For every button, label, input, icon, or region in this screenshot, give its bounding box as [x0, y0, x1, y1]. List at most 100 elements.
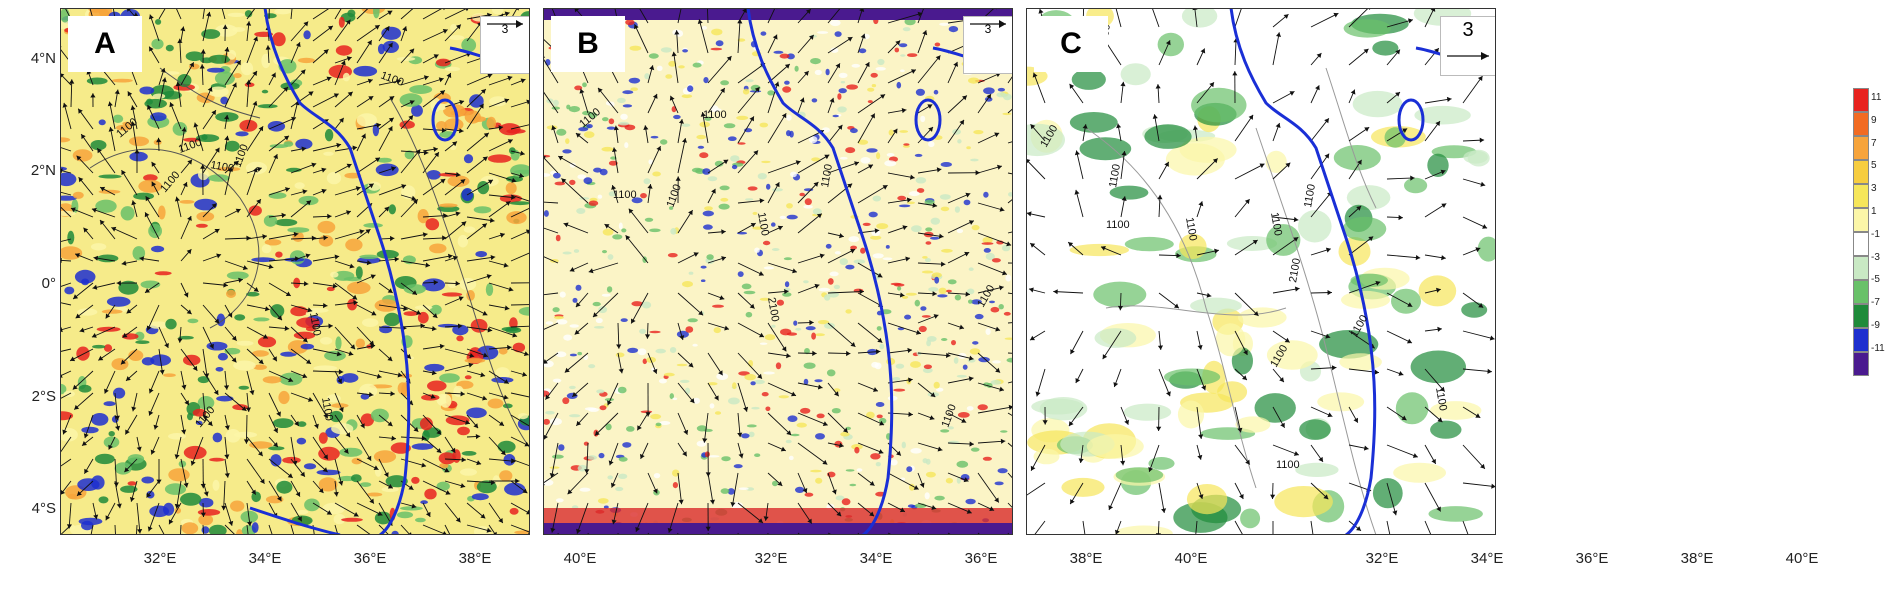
wind-arrowhead [283, 87, 288, 92]
wind-arrowhead [126, 376, 131, 381]
wind-arrow [1007, 472, 1013, 480]
shade-blob [652, 171, 661, 177]
wind-arrowhead [93, 514, 99, 520]
shade-blob [868, 211, 878, 218]
shade-blob [660, 47, 672, 53]
shade-blob [761, 392, 769, 397]
wind-arrowhead [1489, 335, 1495, 341]
shade-blob [830, 47, 839, 53]
shade-blob [736, 115, 749, 120]
shade-blob [227, 12, 245, 17]
wind-arrowhead [401, 184, 407, 189]
shade-blob [297, 57, 315, 64]
wind-arrow [114, 524, 116, 535]
wind-arrowhead [608, 460, 614, 466]
wind-arrowhead [959, 324, 964, 330]
wind-arrowhead [1475, 247, 1481, 253]
wind-arrow [887, 69, 917, 84]
lon-label: 36°E [353, 550, 387, 567]
shade-blob [650, 135, 659, 139]
shade-blob [230, 500, 245, 512]
wind-arrow [1272, 287, 1300, 294]
wind-arrow [1462, 330, 1495, 340]
wind-arrowhead [159, 369, 165, 375]
shade-blob [1461, 302, 1488, 318]
colorbar-cell [1853, 208, 1869, 232]
shade-blob [968, 267, 974, 272]
shade-blob [324, 128, 334, 142]
wind-arrowhead [968, 376, 974, 382]
wind-arrowhead [649, 65, 655, 71]
shade-blob [272, 32, 286, 47]
wind-arrowhead [78, 177, 84, 183]
shade-blob [703, 77, 709, 84]
wind-arrowhead [906, 197, 912, 203]
wind-arrow [588, 262, 619, 273]
shade-blob [699, 152, 709, 159]
shade-blob [835, 495, 845, 501]
wind-arrowhead [105, 313, 111, 319]
wind-arrowhead [1259, 163, 1265, 169]
wind-arrow [1462, 216, 1488, 229]
shade-blob [333, 513, 346, 525]
wind-arrowhead [1363, 48, 1369, 54]
wind-arrowhead [754, 87, 760, 92]
shade-blob [915, 88, 925, 96]
shade-blob [670, 228, 677, 235]
wind-arrowhead [271, 72, 276, 78]
wind-arrowhead [917, 11, 923, 17]
shade-blob [565, 138, 570, 145]
wind-arrow [334, 502, 359, 517]
shade-blob [753, 379, 765, 385]
shade-blob [930, 217, 940, 225]
wind-arrowhead [1070, 349, 1075, 355]
wind-arrow [356, 24, 380, 42]
wind-arrowhead [860, 33, 866, 39]
shade-blob [593, 167, 602, 173]
wind-arrowhead [1214, 248, 1219, 254]
shade-blob [1333, 145, 1381, 171]
wind-arrowhead [251, 489, 256, 495]
shade-blob [752, 211, 758, 215]
wind-arrowhead [190, 460, 196, 466]
wind-arrow [1272, 32, 1280, 66]
wind-arrowhead [618, 368, 624, 374]
shade-blob [249, 441, 273, 449]
wind-arrowhead [1030, 335, 1035, 341]
wind-arrowhead [1363, 445, 1369, 451]
shade-blob [924, 258, 931, 263]
wind-arrow [576, 502, 589, 534]
contour-label: 1100 [1302, 183, 1318, 208]
shade-blob [374, 299, 398, 312]
lon-label: 36°E [1575, 550, 1609, 567]
wind-arrowhead [724, 325, 729, 331]
shade-blob [620, 318, 628, 322]
shade-blob [268, 192, 287, 199]
wind-arrowhead [504, 305, 510, 311]
wind-arrow [1386, 444, 1418, 458]
wind-arrowhead [749, 116, 754, 122]
wind-arrow [422, 524, 448, 535]
wind-arrowhead [70, 207, 76, 213]
colorbar-cell [1853, 256, 1869, 280]
wind-arrowhead [371, 310, 377, 316]
wind-arrowhead [459, 128, 464, 134]
contour-label: 1100 [1183, 216, 1199, 241]
shade-blob [555, 234, 561, 242]
shade-blob [845, 469, 855, 472]
shade-blob [965, 498, 976, 505]
wind-arrowhead [750, 223, 756, 228]
wind-arrow [246, 79, 250, 108]
wind-arrowhead [480, 89, 486, 94]
shade-blob [870, 453, 881, 460]
wind-arrowhead [999, 386, 1004, 392]
shade-blob [81, 278, 90, 286]
wind-arrow [1462, 444, 1486, 470]
shade-blob [457, 234, 469, 248]
shade-blob [839, 156, 848, 160]
wind-arrow [1424, 520, 1432, 535]
shade-blob [829, 19, 841, 27]
shade-blob [898, 43, 908, 48]
shade-blob [236, 529, 243, 535]
wind-arrowhead [338, 480, 344, 486]
